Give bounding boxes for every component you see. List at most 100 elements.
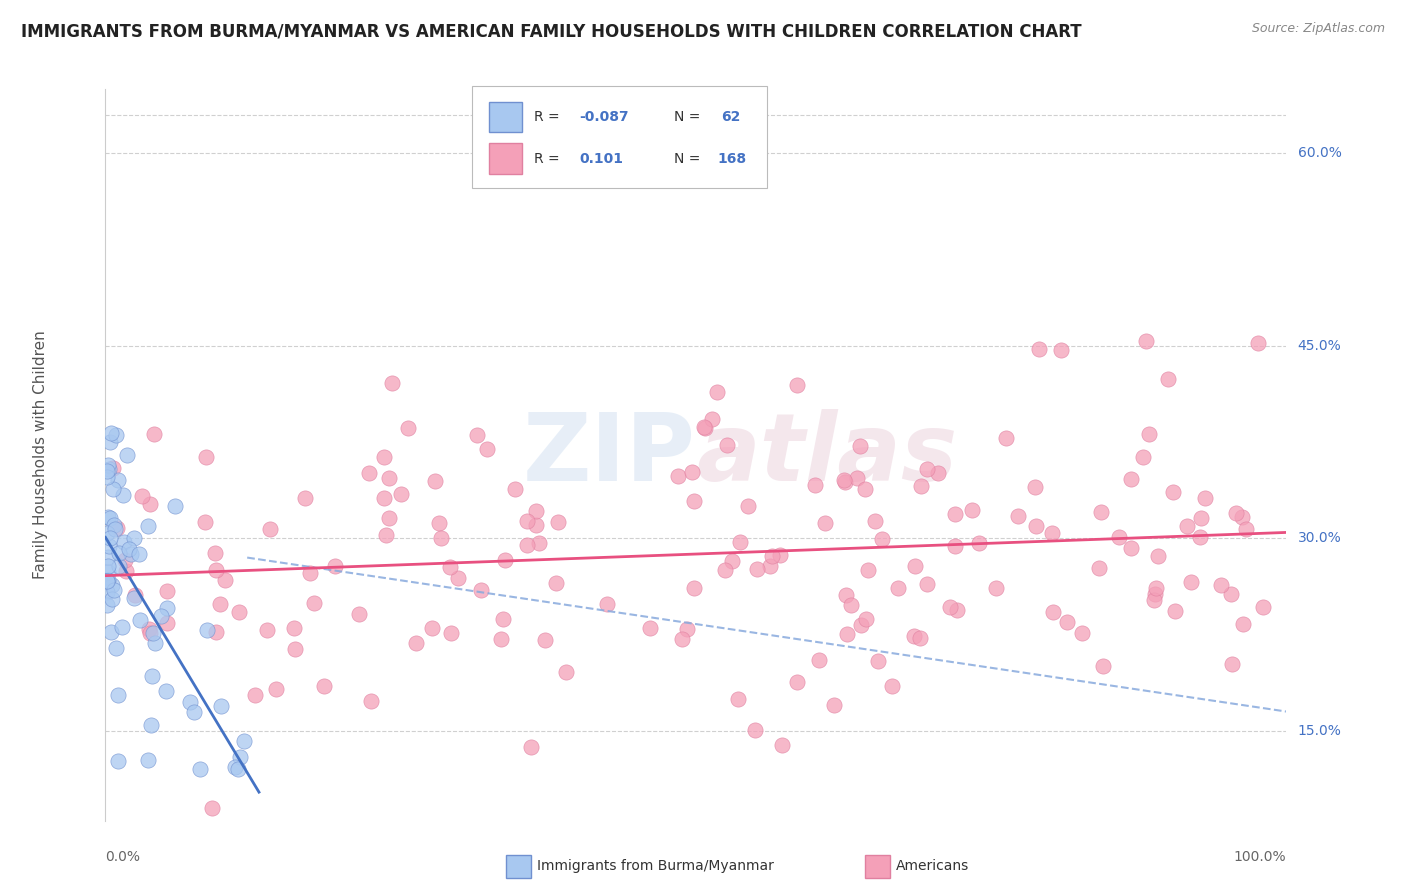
Point [97, 458, 120, 472]
Point [1143, 586, 1166, 600]
Point [515, 538, 537, 552]
Point [596, 597, 619, 611]
Point [96, 470, 118, 484]
Point [373, 491, 395, 505]
Point [1232, 617, 1254, 632]
Point [814, 516, 837, 530]
Point [946, 603, 969, 617]
Point [849, 617, 872, 632]
Text: IMMIGRANTS FROM BURMA/MYANMAR VS AMERICAN FAMILY HOUSEHOLDS WITH CHILDREN CORREL: IMMIGRANTS FROM BURMA/MYANMAR VS AMERICA… [21, 22, 1081, 40]
Point [214, 573, 236, 587]
Point [194, 516, 217, 530]
Point [856, 563, 879, 577]
Point [706, 385, 728, 400]
Point [786, 377, 808, 392]
Point [96, 598, 118, 612]
Point [839, 598, 862, 612]
Point [139, 718, 162, 732]
Point [943, 539, 966, 553]
Point [1147, 549, 1170, 564]
Point [96, 526, 118, 541]
Point [1007, 508, 1029, 523]
Point [1156, 371, 1178, 385]
Point [100, 624, 122, 639]
Point [420, 621, 443, 635]
Point [682, 581, 704, 595]
Point [103, 583, 125, 598]
Text: 0.0%: 0.0% [105, 850, 141, 863]
Point [101, 577, 124, 591]
Point [737, 499, 759, 513]
Point [243, 689, 266, 703]
Point [389, 487, 412, 501]
Text: -0.087: -0.087 [579, 110, 628, 124]
Point [470, 582, 492, 597]
Point [1090, 505, 1112, 519]
Point [302, 596, 325, 610]
Point [439, 560, 461, 574]
Point [124, 588, 146, 602]
Point [915, 576, 938, 591]
Point [714, 563, 737, 577]
Point [156, 616, 179, 631]
Point [727, 692, 749, 706]
Text: Source: ZipAtlas.com: Source: ZipAtlas.com [1251, 22, 1385, 36]
Point [150, 608, 173, 623]
Point [96, 464, 118, 478]
Point [131, 489, 153, 503]
Point [761, 549, 783, 563]
Point [104, 427, 127, 442]
Point [373, 450, 395, 465]
Point [716, 438, 738, 452]
Point [143, 636, 166, 650]
Point [195, 623, 218, 637]
Point [769, 548, 792, 562]
Text: 30.0%: 30.0% [1298, 532, 1341, 545]
Point [104, 522, 127, 536]
Point [115, 564, 138, 578]
Text: N =: N = [673, 152, 700, 166]
Point [1042, 605, 1064, 619]
Point [136, 753, 159, 767]
Point [107, 473, 129, 487]
Point [527, 535, 550, 549]
Point [264, 682, 287, 697]
Point [107, 546, 129, 560]
Point [491, 632, 513, 646]
Point [375, 527, 398, 541]
Point [832, 473, 855, 487]
Point [1225, 506, 1247, 520]
Point [516, 514, 538, 528]
Point [195, 450, 218, 465]
Point [1050, 343, 1073, 357]
Point [108, 558, 131, 573]
Point [676, 622, 699, 636]
Point [101, 461, 124, 475]
Point [745, 562, 768, 576]
Point [136, 519, 159, 533]
Point [845, 470, 868, 484]
Bar [489, 144, 523, 174]
Point [1024, 480, 1046, 494]
Point [681, 465, 703, 479]
Point [98, 531, 121, 545]
Point [554, 665, 576, 680]
FancyBboxPatch shape [471, 86, 766, 188]
Point [1135, 334, 1157, 349]
Point [97, 510, 120, 524]
Point [1247, 335, 1270, 350]
Text: 0.101: 0.101 [579, 152, 623, 166]
Point [232, 733, 254, 747]
Point [378, 471, 401, 485]
Text: 45.0%: 45.0% [1298, 339, 1341, 353]
Point [915, 462, 938, 476]
Point [863, 514, 886, 528]
Point [943, 508, 966, 522]
Point [1175, 519, 1198, 533]
Point [122, 531, 145, 545]
Point [323, 559, 346, 574]
Point [1091, 659, 1114, 673]
Point [143, 427, 166, 442]
Point [786, 674, 808, 689]
Point [156, 601, 179, 615]
